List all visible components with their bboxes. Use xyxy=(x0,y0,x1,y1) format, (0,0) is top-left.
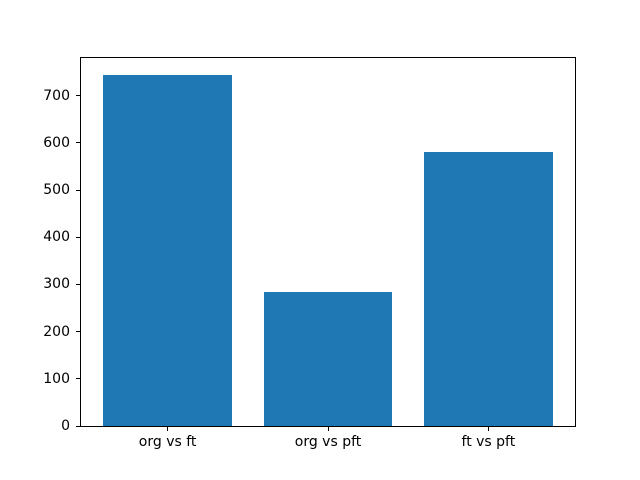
y-tick-mark xyxy=(76,283,80,285)
y-tick-mark xyxy=(76,236,80,238)
x-tick-mark xyxy=(327,427,329,431)
x-tick-label: org vs ft xyxy=(138,434,197,450)
y-tick-mark xyxy=(76,331,80,333)
y-tick-mark xyxy=(76,378,80,380)
bar-org-vs-ft xyxy=(103,75,232,426)
y-tick-label: 500 xyxy=(43,182,70,199)
y-tick-label: 200 xyxy=(43,323,70,340)
plot-area xyxy=(80,57,576,427)
x-tick-mark xyxy=(167,427,169,431)
y-tick-label: 700 xyxy=(43,87,70,104)
bar-ft-vs-pft xyxy=(424,151,553,426)
y-tick-mark xyxy=(76,189,80,191)
y-tick-mark xyxy=(76,142,80,144)
y-tick-label: 600 xyxy=(43,134,70,151)
bar-org-vs-pft xyxy=(263,292,393,426)
y-tick-mark xyxy=(76,95,80,97)
y-tick-label: 0 xyxy=(61,418,70,434)
y-tick-label: 100 xyxy=(43,370,70,387)
x-tick-mark xyxy=(487,427,489,431)
y-tick-label: 400 xyxy=(43,229,70,246)
y-tick-label: 300 xyxy=(43,276,70,293)
x-tick-label: org vs pft xyxy=(294,434,362,450)
y-tick-mark xyxy=(76,425,80,427)
x-tick-label: ft vs pft xyxy=(461,434,516,450)
